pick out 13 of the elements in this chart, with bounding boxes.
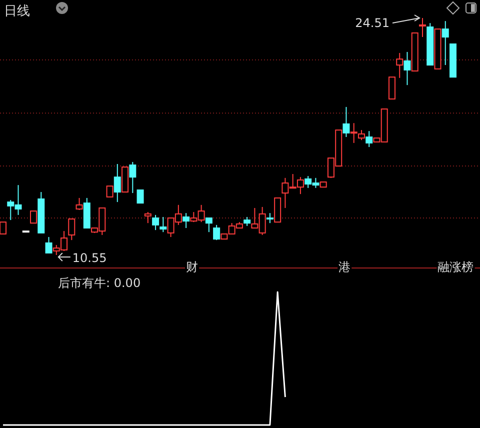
candlestick <box>396 52 404 78</box>
chart-title: 日线 <box>4 4 30 19</box>
candlestick <box>442 20 449 66</box>
annotation: 24.51 <box>355 16 390 30</box>
annotation: 10.55 <box>72 251 107 265</box>
text: 融涨榜 <box>438 260 474 274</box>
text: 港 <box>338 260 351 274</box>
chart-title: 后市有牛: 0.00 <box>58 276 141 290</box>
candlestick <box>404 51 411 86</box>
text: 财 <box>186 260 198 274</box>
candlestick <box>350 122 358 144</box>
candlestick <box>114 164 121 203</box>
candlestick <box>418 18 426 38</box>
